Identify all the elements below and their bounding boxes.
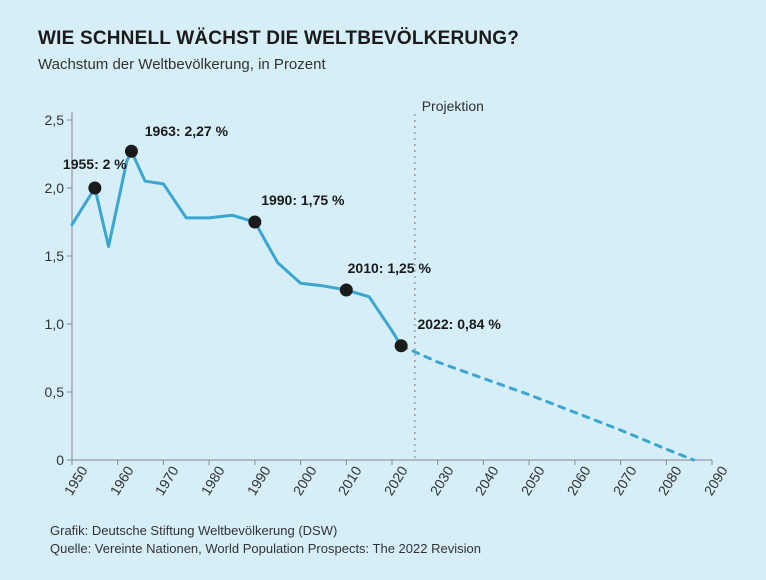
chart-container: WIE SCHNELL WÄCHST DIE WELTBEVÖLKERUNG? …	[0, 0, 766, 580]
data-marker	[340, 284, 353, 297]
y-axis-label: 0,5	[45, 384, 72, 400]
y-axis-label: 2,0	[45, 180, 72, 196]
x-axis-label: 1980	[193, 460, 228, 498]
x-axis-label: 1990	[238, 460, 273, 498]
x-axis-label: 2020	[375, 460, 410, 498]
x-axis-label: 1970	[147, 460, 182, 498]
footer-source: Quelle: Vereinte Nationen, World Populat…	[50, 540, 481, 558]
marker-annotation: 1963: 2,27 %	[145, 123, 228, 139]
data-marker	[88, 182, 101, 195]
x-axis-label: 2080	[650, 460, 685, 498]
marker-annotation: 1990: 1,75 %	[261, 192, 344, 208]
data-marker	[395, 339, 408, 352]
y-axis-label: 1,0	[45, 316, 72, 332]
marker-annotation: 2022: 0,84 %	[417, 316, 500, 332]
x-axis-label: 2090	[695, 460, 730, 498]
footer-credit: Grafik: Deutsche Stiftung Weltbevölkerun…	[50, 522, 481, 540]
chart-svg	[72, 120, 712, 460]
chart-plot-area: 00,51,01,52,02,5195019601970198019902000…	[72, 120, 712, 460]
data-line-solid	[72, 151, 401, 345]
y-axis-label: 2,5	[45, 112, 72, 128]
y-axis-label: 1,5	[45, 248, 72, 264]
marker-annotation: 1955: 2 %	[63, 156, 127, 172]
x-axis-label: 2030	[421, 460, 456, 498]
chart-footer: Grafik: Deutsche Stiftung Weltbevölkerun…	[50, 522, 481, 558]
x-axis-label: 2040	[467, 460, 502, 498]
marker-annotation: 2010: 1,25 %	[348, 260, 431, 276]
x-axis-label: 2010	[330, 460, 365, 498]
projection-label: Projektion	[422, 98, 484, 114]
data-line-dashed	[401, 346, 694, 460]
x-axis-label: 2070	[604, 460, 639, 498]
x-axis-label: 2000	[284, 460, 319, 498]
chart-title: WIE SCHNELL WÄCHST DIE WELTBEVÖLKERUNG?	[38, 28, 728, 50]
chart-subtitle: Wachstum der Weltbevölkerung, in Prozent	[38, 56, 728, 73]
x-axis-label: 2050	[513, 460, 548, 498]
x-axis-label: 2060	[558, 460, 593, 498]
data-marker	[248, 216, 261, 229]
x-axis-label: 1960	[101, 460, 136, 498]
